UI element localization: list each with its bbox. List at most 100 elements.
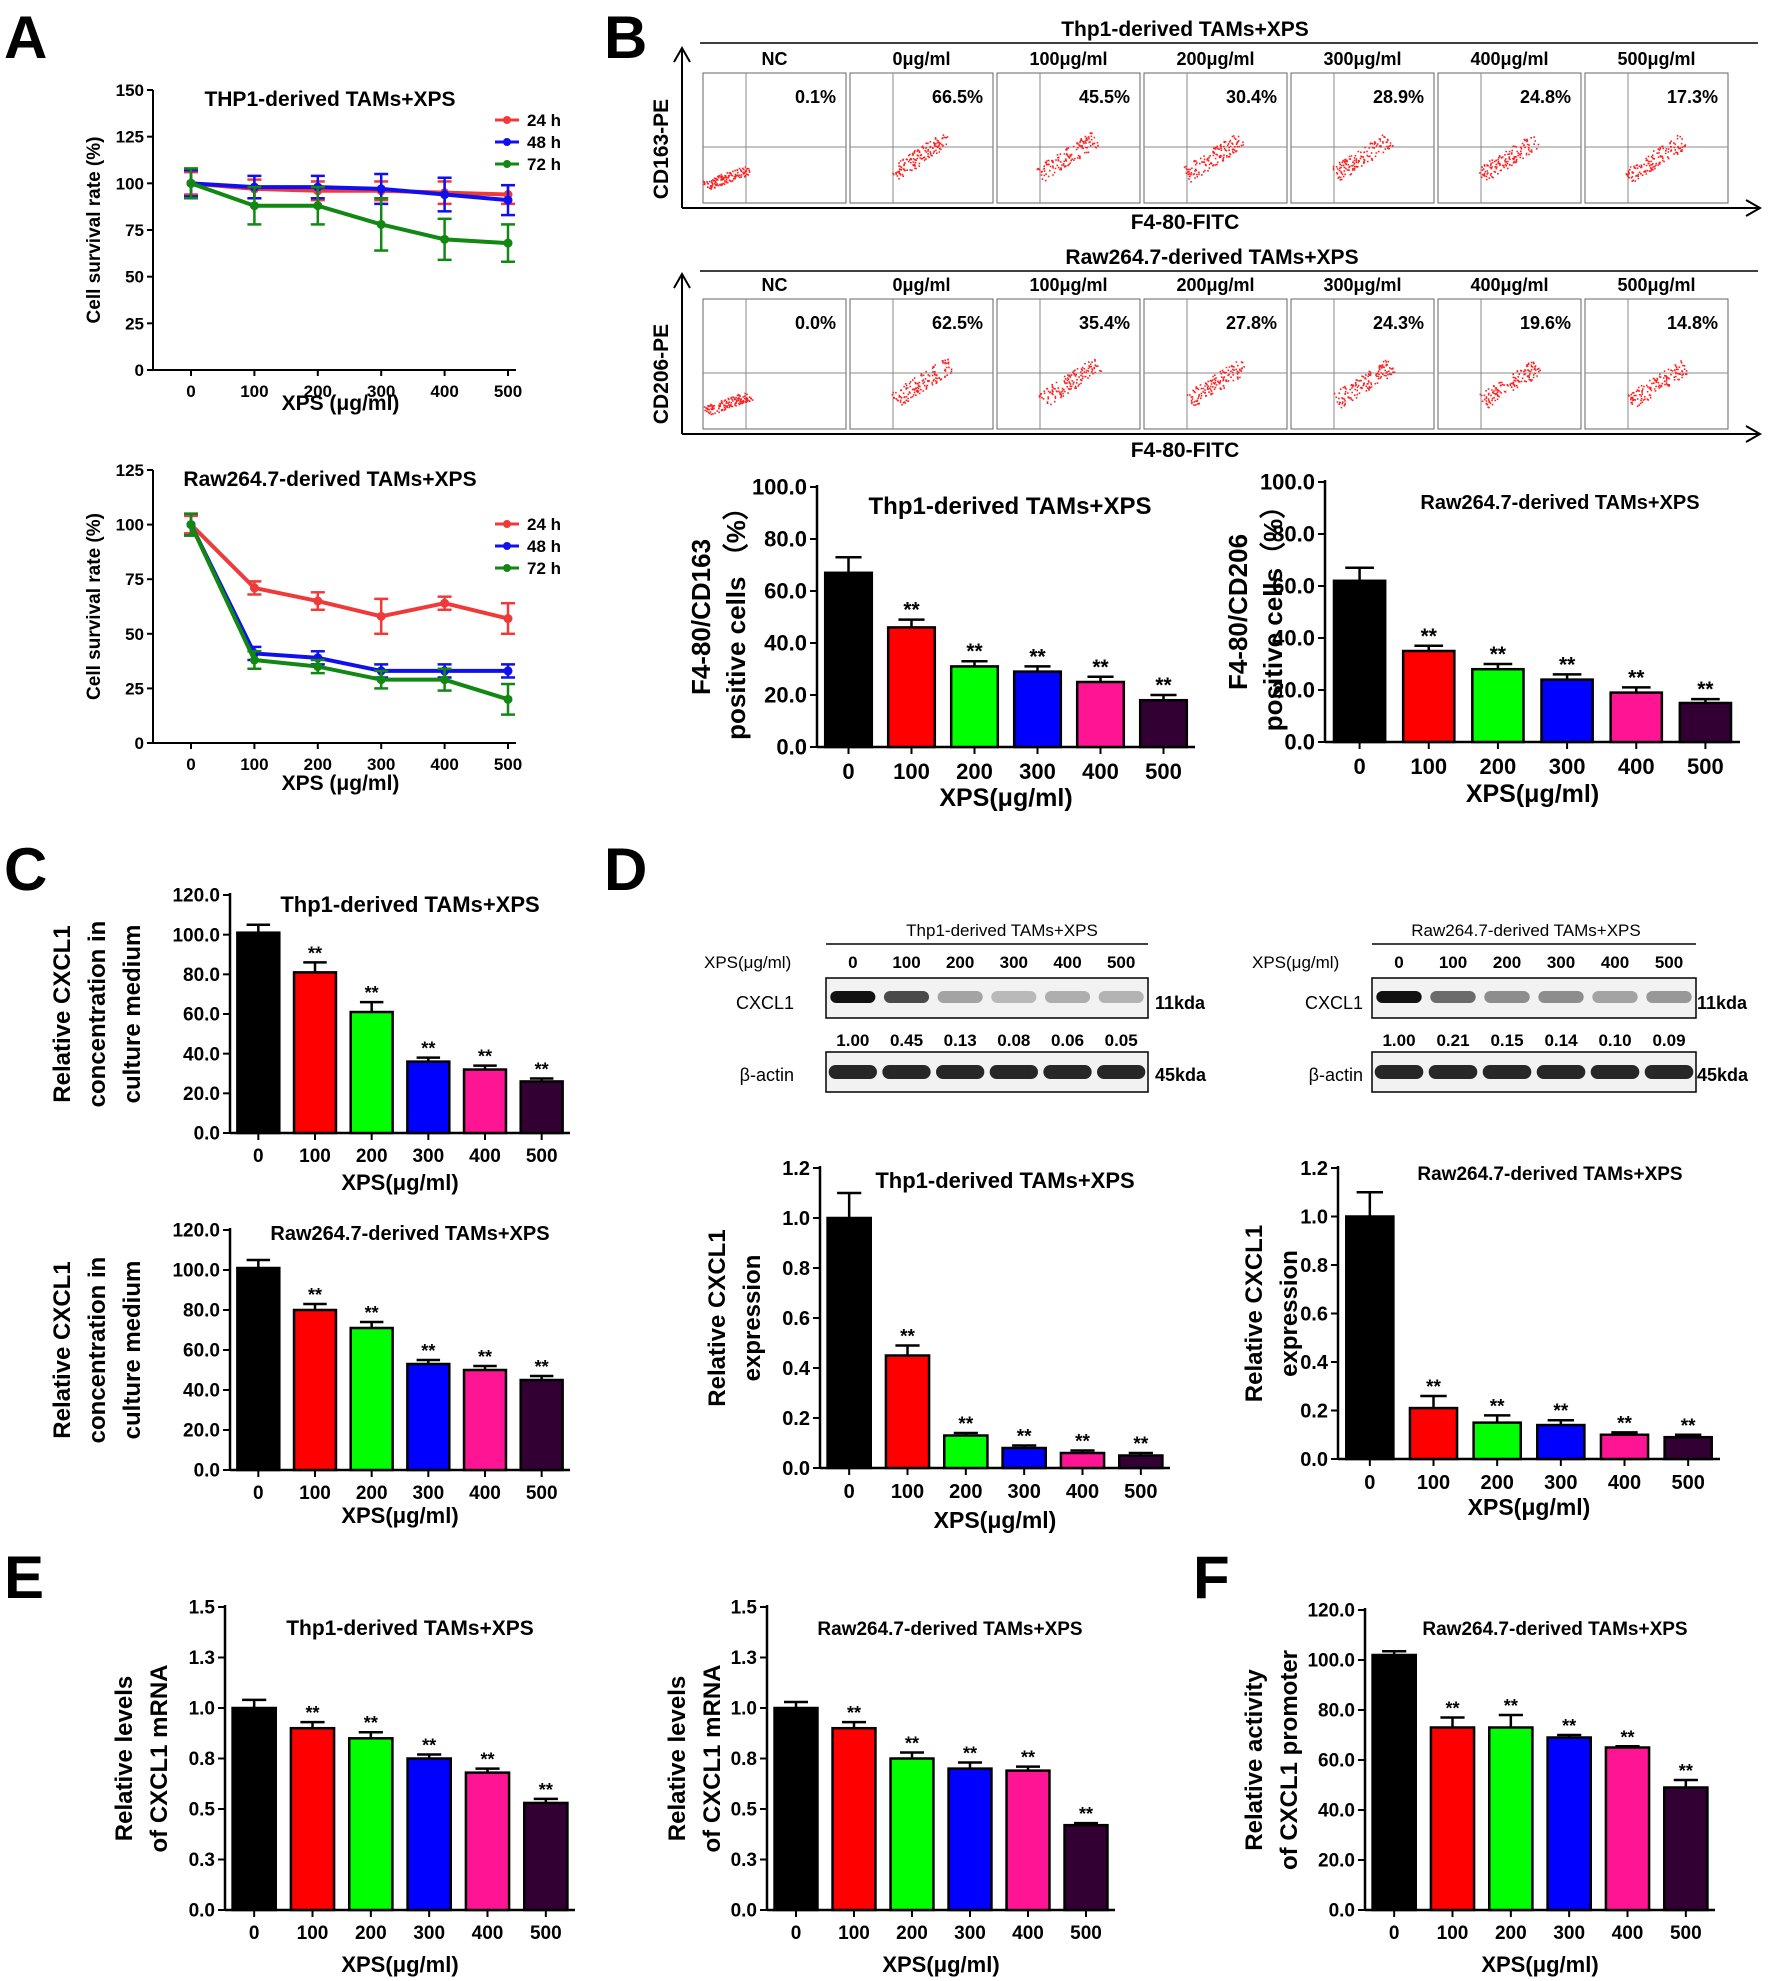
western-ratio-label: 0.05 xyxy=(1105,1031,1138,1050)
x-tick-label: 300 xyxy=(954,1923,986,1944)
y-tick-label: 80.0 xyxy=(1272,522,1315,547)
y-axis-label: concentration in xyxy=(84,1257,111,1444)
western-dose-label: 0 xyxy=(848,953,857,972)
bar-100 xyxy=(289,1726,336,1912)
x-tick-label: 100 xyxy=(240,382,268,401)
chart-d2-raw-cxcl1-expression: 0.0 0.2 0.4 0.6 0.8 1.0 1.2 0 ** 100 ** 200 ** 300 ** 4… xyxy=(1241,1158,1720,1520)
series-line-72h xyxy=(189,523,509,702)
flow-thp-ylabel: CD163-PE xyxy=(650,99,673,199)
significance-label: ** xyxy=(1029,645,1046,668)
x-axis-label: XPS(μg/ml) xyxy=(341,1170,458,1195)
western-dose-label: 200 xyxy=(946,953,974,972)
y-axis-label: Cell survival rate (%) xyxy=(84,513,105,700)
y-tick-label: 150 xyxy=(116,81,144,100)
bar-300 xyxy=(1536,1423,1586,1461)
x-tick-label: 300 xyxy=(412,1146,444,1167)
western-loading-band xyxy=(1428,1065,1478,1079)
chart-title: Raw264.7-derived TAMs+XPS xyxy=(817,1619,1082,1640)
flow-cell-cloud xyxy=(1332,134,1394,181)
significance-label: ** xyxy=(1628,666,1645,689)
flow-quadrant-percent: 14.8% xyxy=(1667,313,1718,333)
y-axis-label: of CXCL1 mRNA xyxy=(699,1664,726,1852)
legend-label: 24 h xyxy=(527,111,561,130)
bar-400 xyxy=(1609,691,1664,744)
western-target-band xyxy=(937,991,983,1003)
y-tick-label: 0.8 xyxy=(189,1749,215,1770)
flow-quadrant-percent: 62.5% xyxy=(932,313,983,333)
flow-plot-frame xyxy=(1437,72,1582,204)
western-target-band xyxy=(830,991,876,1003)
y-tick-label: 0.0 xyxy=(1300,1449,1328,1471)
western-raw-loading-kda: 45kda xyxy=(1697,1065,1749,1085)
flow-plot-label: 500μg/ml xyxy=(1617,49,1695,69)
x-tick-label: 100 xyxy=(1417,1472,1450,1494)
x-axis-label: XPS(μg/ml) xyxy=(934,1507,1057,1533)
flow-cell-cloud xyxy=(1038,358,1102,406)
western-thp-target-label: CXCL1 xyxy=(736,993,794,1013)
western-ratio-label: 1.00 xyxy=(836,1031,869,1050)
y-axis-label: Relative CXCL1 xyxy=(49,925,76,1102)
significance-label: ** xyxy=(1559,653,1576,676)
y-axis-label: of CXCL1 mRNA xyxy=(146,1664,173,1852)
western-ratio-label: 0.06 xyxy=(1051,1031,1084,1050)
flow-quadrant-percent: 24.8% xyxy=(1520,87,1571,107)
western-ratio-label: 0.08 xyxy=(997,1031,1030,1050)
flow-plot-label: 0μg/ml xyxy=(892,49,950,69)
x-tick-label: 0 xyxy=(186,755,195,774)
flow-quadrant-percent: 66.5% xyxy=(932,87,983,107)
y-axis-label: Relative levels xyxy=(111,1676,138,1841)
y-tick-label: 0.5 xyxy=(731,1800,758,1821)
flow-cell-cloud xyxy=(703,392,754,416)
x-axis-label: XPS(μg/ml) xyxy=(341,1952,458,1977)
flow-cell-cloud xyxy=(702,166,751,190)
bar-0 xyxy=(236,1266,281,1472)
chart-c2-raw-cxcl1-medium: 0.0 20.0 40.0 60.0 80.0 100.0 120.0 0 ** 100 ** 200… xyxy=(49,1221,570,1528)
chart-b1-thp-cd163: 0.0 20.0 40.0 60.0 80.0 100.0 0 ** 100 ** 200 ** 300… xyxy=(686,475,1195,812)
western-ratio-label: 0.45 xyxy=(890,1031,923,1050)
western-ratio-label: 0.09 xyxy=(1652,1031,1685,1050)
x-tick-label: 300 xyxy=(1007,1481,1040,1503)
y-axis-label: Relative activity xyxy=(1241,1669,1268,1851)
y-tick-label: 40.0 xyxy=(183,1044,220,1065)
y-tick-label: 40.0 xyxy=(764,631,807,656)
x-tick-label: 500 xyxy=(1124,1481,1157,1503)
y-tick-label: 100.0 xyxy=(752,475,807,500)
data-point xyxy=(249,201,259,211)
x-tick-label: 500 xyxy=(526,1146,558,1167)
y-tick-label: 0.0 xyxy=(731,1901,757,1922)
western-thp-loading-membrane xyxy=(825,1051,1149,1093)
legend-marker xyxy=(503,542,511,550)
y-tick-label: 0.8 xyxy=(731,1749,757,1770)
x-axis-label: XPS(μg/ml) xyxy=(341,1503,458,1528)
western-raw-target-label: CXCL1 xyxy=(1305,993,1363,1013)
flow-plot-label: NC xyxy=(762,49,788,69)
bar-500 xyxy=(1678,701,1733,744)
legend-label: 48 h xyxy=(527,537,561,556)
western-loading-band xyxy=(882,1065,931,1079)
flow-plot-label: 300μg/ml xyxy=(1323,275,1401,295)
western-raw-title: Raw264.7-derived TAMs+XPS xyxy=(1411,921,1640,940)
y-tick-label: 60.0 xyxy=(764,579,807,604)
x-tick-label: 200 xyxy=(956,759,993,784)
x-tick-label: 400 xyxy=(1012,1923,1044,1944)
flow-plot-frame xyxy=(1290,298,1435,430)
flow-cell-cloud xyxy=(1333,359,1396,409)
x-tick-label: 0 xyxy=(791,1923,802,1944)
y-tick-label: 120.0 xyxy=(172,886,220,907)
y-tick-label: 60.0 xyxy=(183,1005,220,1026)
y-tick-label: 125 xyxy=(116,461,144,480)
data-point xyxy=(376,675,386,685)
western-raw-target-membrane xyxy=(1371,977,1697,1019)
significance-label: ** xyxy=(905,1733,919,1753)
x-tick-label: 100 xyxy=(299,1146,331,1167)
flow-plot-label: 100μg/ml xyxy=(1029,275,1107,295)
data-point xyxy=(503,238,513,248)
flow-plot-label: 200μg/ml xyxy=(1176,275,1254,295)
bar-100 xyxy=(292,971,338,1135)
y-tick-label: 0.3 xyxy=(189,1850,215,1871)
western-loading-band xyxy=(828,1065,877,1079)
significance-label: ** xyxy=(478,1047,492,1067)
significance-label: ** xyxy=(365,983,379,1003)
legend-label: 24 h xyxy=(527,515,561,534)
